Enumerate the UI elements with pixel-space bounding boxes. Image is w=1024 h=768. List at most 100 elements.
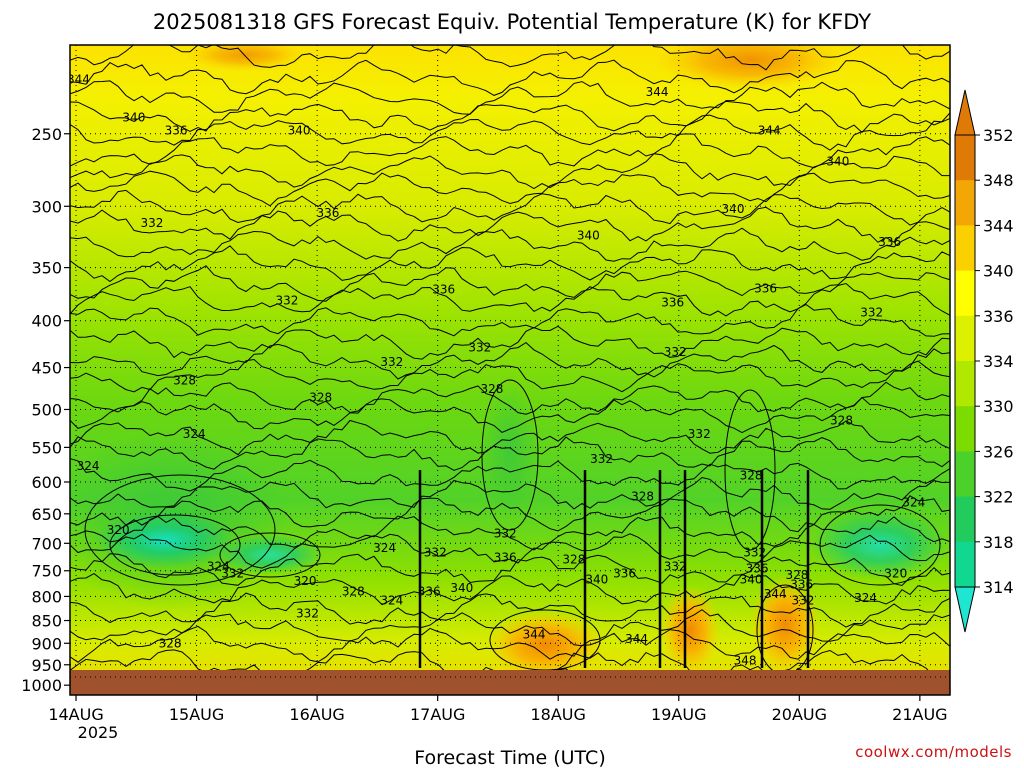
contour-label: 328 bbox=[631, 489, 654, 503]
colorbar: 352 348 344 340 336 334 330 326 322 318 314 bbox=[954, 89, 1014, 633]
contour-label: 340 bbox=[577, 229, 600, 243]
contour-loop bbox=[219, 532, 321, 578]
contour-label: 340 bbox=[740, 573, 763, 587]
contour-line bbox=[70, 303, 950, 337]
cold-core-region bbox=[810, 510, 950, 580]
colorbar-tick-label: 352 bbox=[983, 126, 1014, 145]
contour-line bbox=[70, 515, 950, 551]
y-tick-label: 500 bbox=[31, 400, 62, 419]
contour-label: 328 bbox=[173, 374, 196, 388]
contour-label: 336 bbox=[432, 283, 455, 297]
y-tick-label: 600 bbox=[31, 473, 62, 492]
y-tick-label: 650 bbox=[31, 505, 62, 524]
contour-label: 340 bbox=[450, 581, 473, 595]
contour-loop bbox=[819, 504, 941, 586]
contour-label: 328 bbox=[740, 468, 763, 482]
colorbar-tick-label: 314 bbox=[983, 578, 1014, 597]
contour-label: 332 bbox=[380, 355, 403, 369]
colorbar-tick-label: 318 bbox=[983, 533, 1014, 552]
x-tick-label: 18AUG bbox=[531, 705, 586, 724]
contour-line bbox=[70, 245, 950, 283]
contour-label: 324 bbox=[854, 591, 877, 605]
contour-label: 336 bbox=[790, 577, 813, 591]
warm-region bbox=[185, 45, 305, 71]
contour-loop bbox=[84, 474, 276, 586]
contour-label: 332 bbox=[743, 545, 766, 559]
warm-region bbox=[750, 575, 820, 675]
contour-label: 348 bbox=[734, 654, 757, 668]
y-tick-label: 400 bbox=[31, 312, 62, 331]
contour-label: 344 bbox=[758, 124, 781, 138]
contour-label: 340 bbox=[722, 202, 745, 216]
colorbar-tick-label: 336 bbox=[983, 307, 1014, 326]
contour-line bbox=[70, 282, 950, 317]
contour-label: 332 bbox=[276, 293, 299, 307]
contour-label: 328 bbox=[830, 413, 853, 427]
contour-label: 324 bbox=[373, 541, 396, 555]
contour-label: 332 bbox=[860, 306, 883, 320]
x-tick-label: 21AUG bbox=[892, 705, 947, 724]
contour-label: 344 bbox=[625, 632, 648, 646]
contour-label: 320 bbox=[107, 523, 130, 537]
contour-label: 336 bbox=[754, 282, 777, 296]
contour-line bbox=[70, 458, 950, 492]
colorbar-tick-label: 344 bbox=[983, 216, 1014, 235]
contour-line bbox=[70, 133, 950, 169]
colorbar-tick-label: 326 bbox=[983, 442, 1014, 461]
contour-line bbox=[70, 170, 950, 207]
colorbar-segment bbox=[955, 496, 975, 543]
contour-label: 344 bbox=[523, 627, 546, 641]
contour-label: 336 bbox=[165, 124, 188, 138]
colorbar-tick-label: 330 bbox=[983, 397, 1014, 416]
contour-line bbox=[70, 396, 950, 434]
contour-line bbox=[70, 341, 950, 380]
y-tick-label: 350 bbox=[31, 259, 62, 278]
contour-loop bbox=[724, 389, 776, 551]
contour-label: 336 bbox=[613, 566, 636, 580]
contour-line bbox=[70, 100, 950, 134]
colorbar-lower-extension bbox=[954, 586, 976, 633]
contour-label: 336 bbox=[418, 584, 441, 598]
y-axis: 250 300 350 400 450 500 550 600 650 700 750 800 850 9… bbox=[21, 125, 70, 695]
y-tick-label: 950 bbox=[31, 656, 62, 675]
contour-loop bbox=[109, 514, 241, 576]
chart-title: 2025081318 GFS Forecast Equiv. Potential… bbox=[153, 10, 871, 34]
contour-line bbox=[70, 80, 950, 115]
contour-label: 320 bbox=[294, 574, 317, 588]
contour-label: 336 bbox=[746, 562, 769, 576]
contour-label: 340 bbox=[585, 573, 608, 587]
warm-region bbox=[655, 45, 845, 90]
contour-line bbox=[70, 609, 950, 647]
y-tick-label: 250 bbox=[31, 125, 62, 144]
colorbar-tick-label: 334 bbox=[983, 352, 1014, 371]
cold-core-region bbox=[215, 535, 325, 575]
y-tick-label: 800 bbox=[31, 587, 62, 606]
colorbar-segment bbox=[955, 541, 975, 588]
x-tick-label: 14AUG bbox=[48, 705, 103, 724]
contour-label: 336 bbox=[878, 235, 901, 249]
contour-label: 332 bbox=[791, 593, 814, 607]
contour-label: 324 bbox=[77, 459, 100, 473]
colorbar-segment bbox=[955, 135, 975, 181]
contour-label: 336 bbox=[317, 206, 340, 220]
colorbar-segment bbox=[955, 361, 975, 407]
x-year-label: 2025 bbox=[78, 723, 119, 742]
colorbar-segment bbox=[955, 451, 975, 498]
colorbar-upper-extension bbox=[954, 89, 976, 136]
contour-label: 332 bbox=[221, 566, 244, 580]
contour-label: 336 bbox=[661, 295, 684, 309]
colorbar-segment bbox=[955, 270, 975, 317]
y-tick-label: 300 bbox=[31, 197, 62, 216]
colorbar-segment bbox=[955, 225, 975, 272]
contour-line bbox=[70, 419, 950, 456]
warm-region bbox=[485, 610, 605, 680]
y-tick-label: 750 bbox=[31, 562, 62, 581]
contour-line bbox=[70, 153, 950, 190]
contour-line bbox=[70, 573, 950, 606]
warm-region bbox=[660, 585, 720, 675]
contour-label: 324 bbox=[902, 496, 925, 510]
contour-label: 332 bbox=[590, 452, 613, 466]
contour-label: 332 bbox=[494, 527, 517, 541]
contour-label: 332 bbox=[296, 606, 319, 620]
